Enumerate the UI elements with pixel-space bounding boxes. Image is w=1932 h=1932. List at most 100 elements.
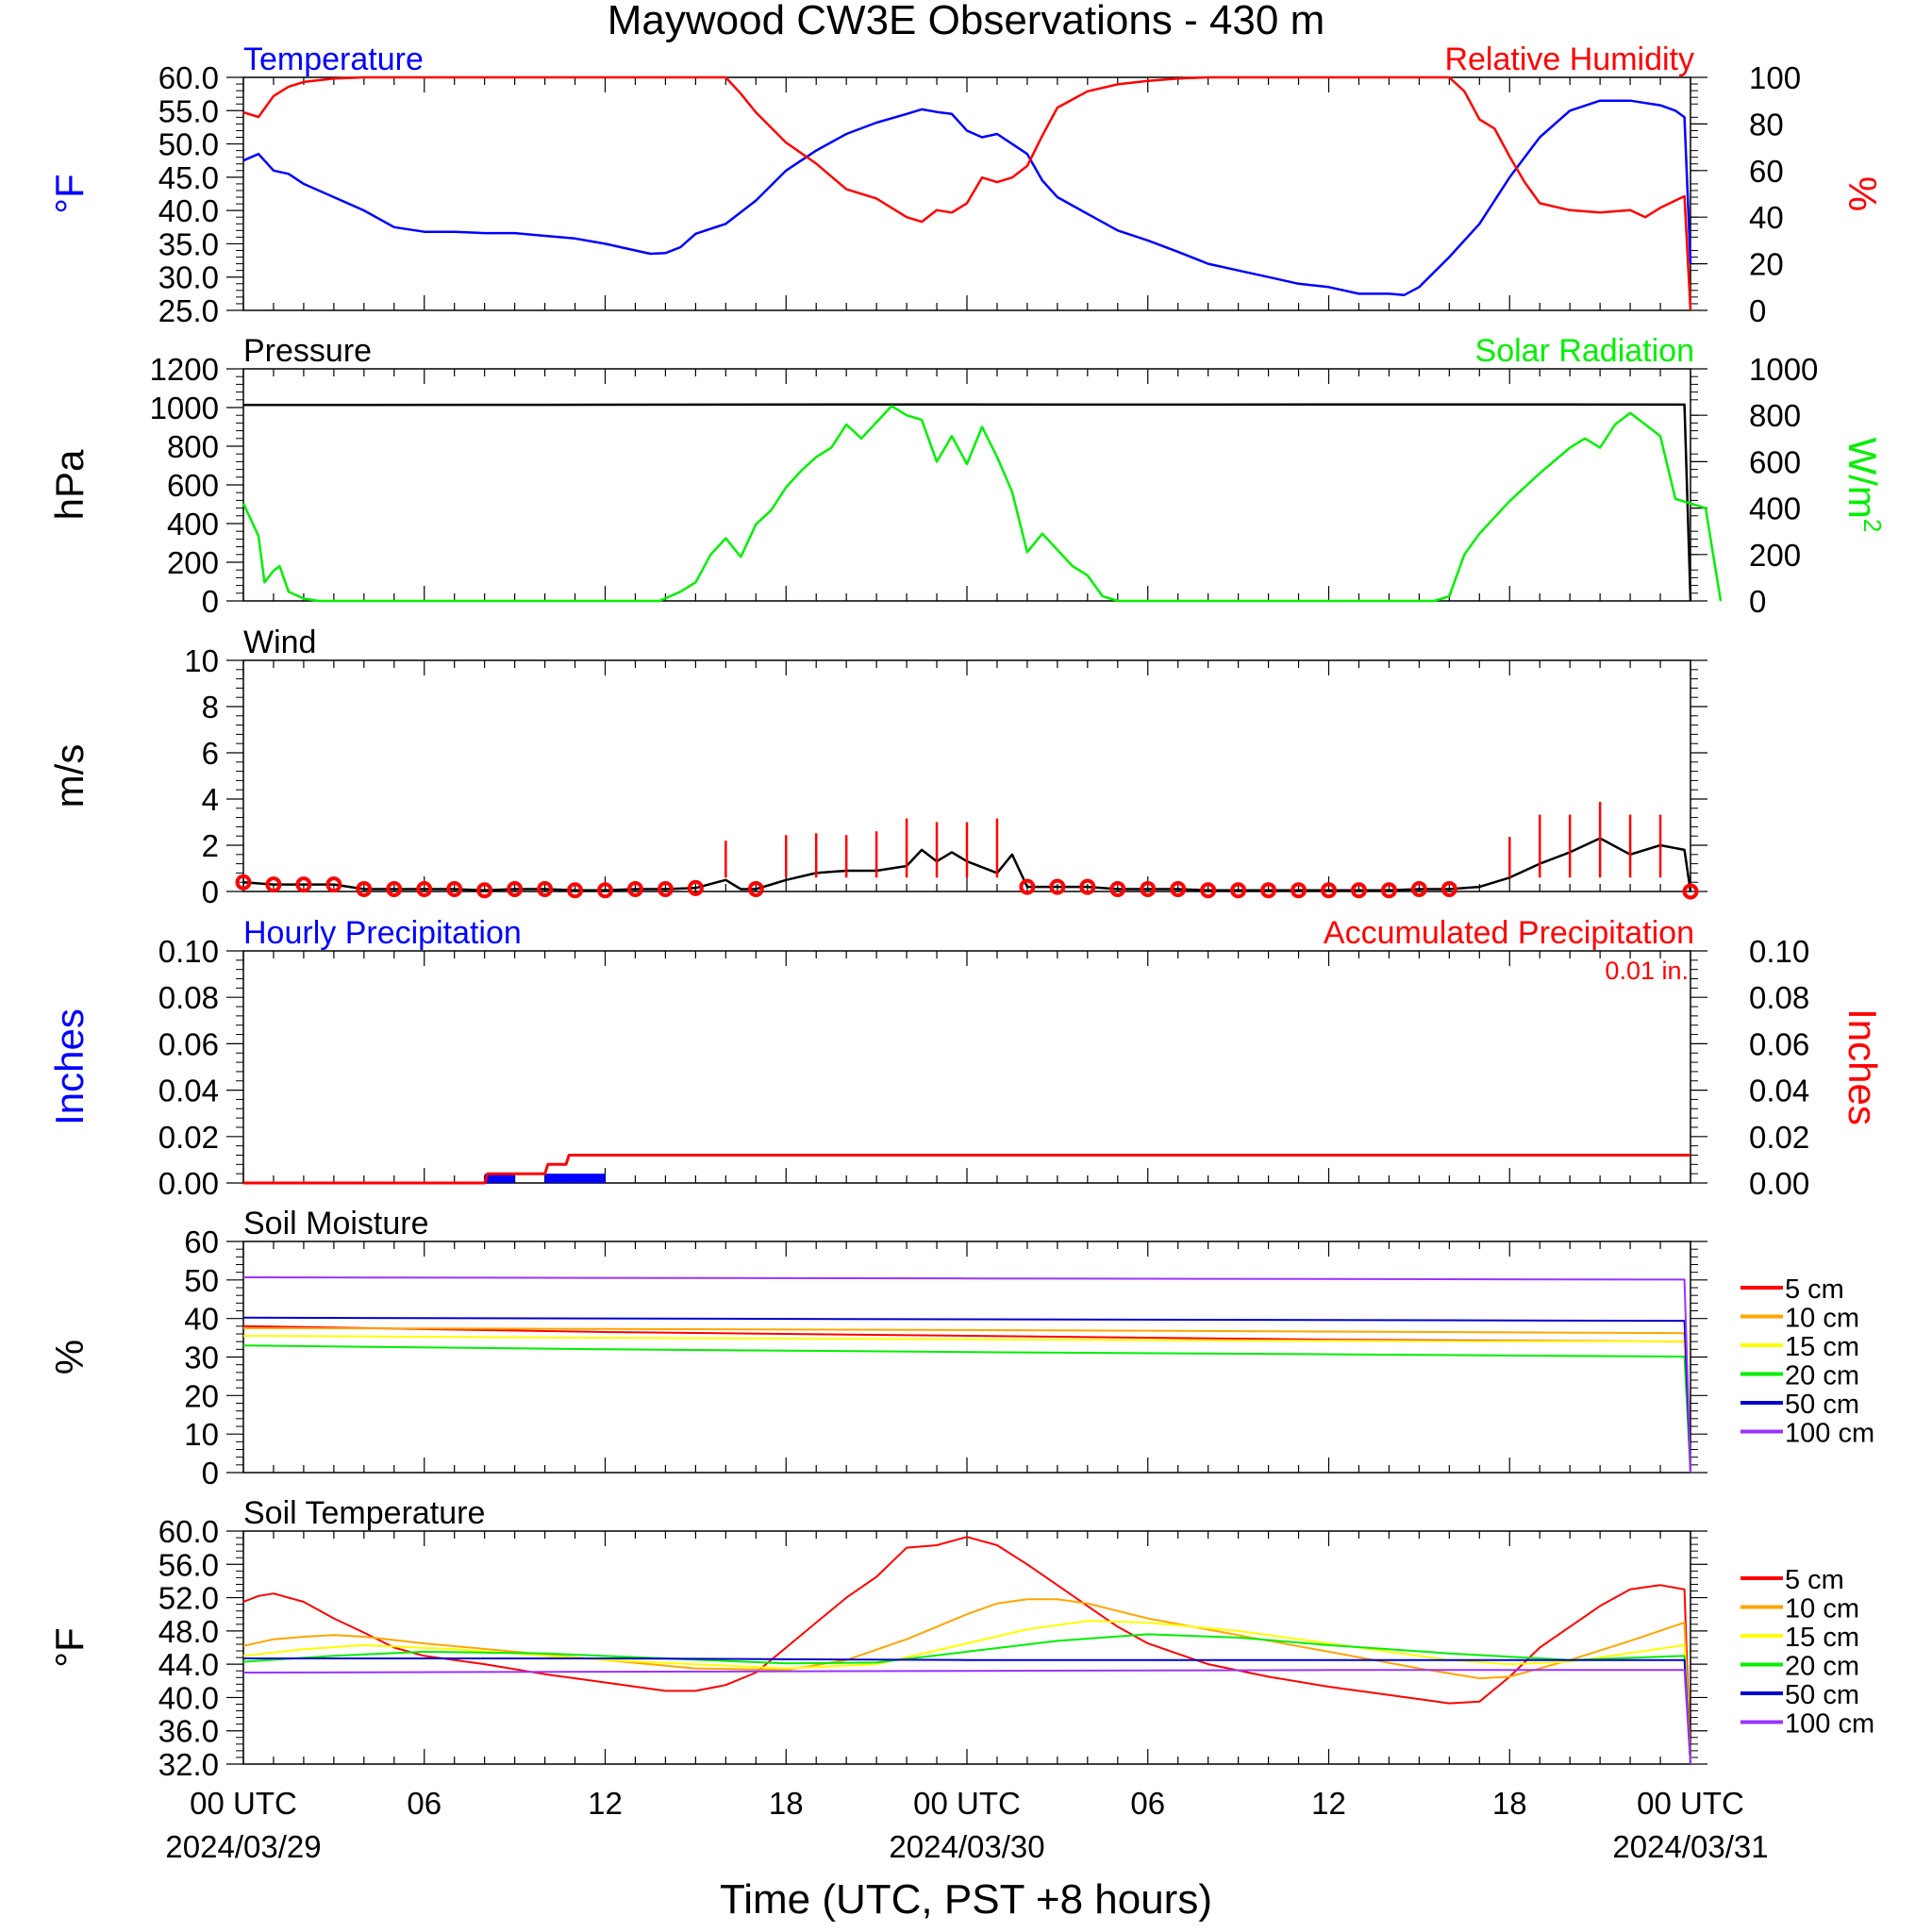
y-right-tick-label: 60 <box>1749 154 1784 189</box>
y-right-tick-label: 1000 <box>1749 352 1818 387</box>
series-line-soil_moisture-100-cm <box>242 1276 1691 1474</box>
calm-circle <box>265 876 282 893</box>
calm-circle <box>1230 882 1247 899</box>
y-tick-label: 50 <box>184 1263 219 1298</box>
calm-circle <box>1170 881 1187 898</box>
soil_temperature-panel: 60.056.052.048.044.040.036.032.0 Soil Tem… <box>47 1495 1874 1782</box>
y-right-tick-label: 600 <box>1749 444 1801 479</box>
y-tick-label: 45.0 <box>158 160 219 195</box>
calm-circle <box>1049 878 1066 895</box>
precipitation-panel: 0.10 0.08 0.06 0.04 0.02 0.00 0.10 0.08 0.06 0.04… <box>47 915 1885 1201</box>
pressure-right-label: Solar Radiation <box>1475 333 1694 369</box>
y-right-tick-label: 100 <box>1749 60 1801 95</box>
chart-title: Maywood CW3E Observations - 430 m <box>608 0 1325 43</box>
calm-circle <box>747 881 764 898</box>
x-date-label: 2024/03/29 <box>165 1829 321 1864</box>
y-right-tick-label: 0.06 <box>1749 1026 1809 1061</box>
legend-label: 20 cm <box>1785 1361 1859 1391</box>
calm-circle <box>386 881 403 898</box>
y-tick-label: 50.0 <box>158 127 219 162</box>
y-tick-label: 30 <box>184 1341 219 1375</box>
precip-total-note: 0.01 in. <box>1605 957 1689 985</box>
y-tick-label: 32.0 <box>158 1747 219 1782</box>
calm-circle <box>687 879 704 896</box>
y-tick-label: 48.0 <box>158 1614 219 1649</box>
y-tick-label: 800 <box>167 429 219 464</box>
y-tick-label: 60.0 <box>158 1514 219 1549</box>
series-line-soil_temperature-10-cm <box>242 1598 1691 1765</box>
series-line-soil_temperature-20-cm <box>242 1633 1691 1765</box>
legend-label: 15 cm <box>1785 1332 1859 1362</box>
series-line-temperature-temperature <box>242 99 1692 297</box>
series-line-pressure-solar-radiation <box>242 405 1723 603</box>
legend-label: 50 cm <box>1785 1680 1859 1710</box>
y-right-tick-label: 400 <box>1749 491 1801 526</box>
precipitation-label: Hourly Precipitation <box>243 915 522 951</box>
legend-label: 10 cm <box>1785 1304 1859 1334</box>
y-right-tick-label: 0.10 <box>1749 934 1809 969</box>
y-right-tick-label: 0 <box>1749 293 1766 328</box>
y-right-tick-label: 20 <box>1749 247 1784 282</box>
y-tick-label: 40.0 <box>158 1680 219 1715</box>
precipitation-right-label: Accumulated Precipitation <box>1324 915 1694 951</box>
y-tick-label: 55.0 <box>158 93 219 128</box>
y-tick-label: 25.0 <box>158 293 219 328</box>
calm-circle <box>1260 882 1277 899</box>
y-tick-label: 0.00 <box>158 1166 219 1201</box>
pressure-label: Pressure <box>243 333 372 369</box>
series-line-accumulated-precip <box>243 1154 1690 1185</box>
y-tick-label: 0.08 <box>158 980 219 1015</box>
y-tick-label: 400 <box>167 507 219 541</box>
calm-circle <box>1380 882 1397 899</box>
calm-circle <box>1291 882 1307 899</box>
y-tick-label: 40 <box>184 1302 219 1337</box>
calm-circle <box>446 881 463 898</box>
series-line-pressure-pressure <box>242 403 1692 602</box>
y-right-tick-label: 800 <box>1749 398 1801 433</box>
calm-circle <box>416 881 433 898</box>
y-tick-label: 40.0 <box>158 193 219 228</box>
calm-circle <box>626 881 643 898</box>
y-tick-label: 1000 <box>150 391 219 425</box>
soil_moisture-frame <box>242 1241 1691 1474</box>
y-tick-label: 35.0 <box>158 226 219 261</box>
y-right-tick-label: 0.08 <box>1749 980 1809 1015</box>
y-tick-label: 0 <box>202 874 219 909</box>
y-tick-label: 10 <box>184 643 219 678</box>
y-right-tick-label: 0.00 <box>1749 1166 1809 1201</box>
calm-circle <box>537 881 554 898</box>
soil_temperature-left-unit: °F <box>47 1627 92 1667</box>
temperature-label: Temperature <box>243 42 424 77</box>
y-tick-label: 60 <box>184 1224 219 1259</box>
y-tick-label: 0 <box>202 584 219 619</box>
legend-label: 50 cm <box>1785 1390 1859 1420</box>
calm-circle <box>567 882 584 899</box>
hourly-precip-bar <box>575 1174 606 1183</box>
y-tick-label: 0 <box>202 1456 219 1491</box>
calm-circle <box>1410 881 1427 898</box>
calm-circle <box>235 874 252 891</box>
wind-panel: 10 8 6 4 2 0 Wind m/s <box>47 625 1707 909</box>
x-axis: 00 UTC 2024/03/29 06 12 18 00 UTC 2024/03/30 06… <box>165 1786 1768 1864</box>
series-line-soil_moisture-15-cm <box>242 1335 1691 1474</box>
x-axis-title: Time (UTC, PST +8 hours) <box>720 1876 1212 1923</box>
x-tick-label: 06 <box>1130 1786 1165 1821</box>
y-right-tick-label: 80 <box>1749 107 1784 142</box>
y-right-tick-label: 0.02 <box>1749 1120 1809 1155</box>
x-tick-label: 18 <box>1492 1786 1527 1821</box>
temperature-left-unit: °F <box>47 174 92 213</box>
calm-circle <box>1019 878 1036 895</box>
x-tick-label: 18 <box>769 1786 804 1821</box>
precipitation-right-unit: Inches <box>1840 1008 1885 1125</box>
series-line-temperature-relative-humidity <box>242 75 1692 311</box>
calm-circle <box>476 882 493 899</box>
series-line-soil_temperature-100-cm <box>242 1669 1691 1765</box>
calm-circle <box>1079 878 1096 895</box>
y-tick-label: 20 <box>184 1378 219 1413</box>
precipitation-left-unit: Inches <box>47 1008 92 1125</box>
hourly-precip-bar <box>484 1174 515 1183</box>
panels: 60.055.050.045.040.035.030.025.010080604… <box>47 42 1887 1782</box>
pressure-panel: 1200 1000 800 600 400 200 0 1000 800 600 400 200 0 Pr… <box>47 333 1887 619</box>
calm-circle <box>1441 881 1457 898</box>
y-tick-label: 0.10 <box>158 934 219 969</box>
